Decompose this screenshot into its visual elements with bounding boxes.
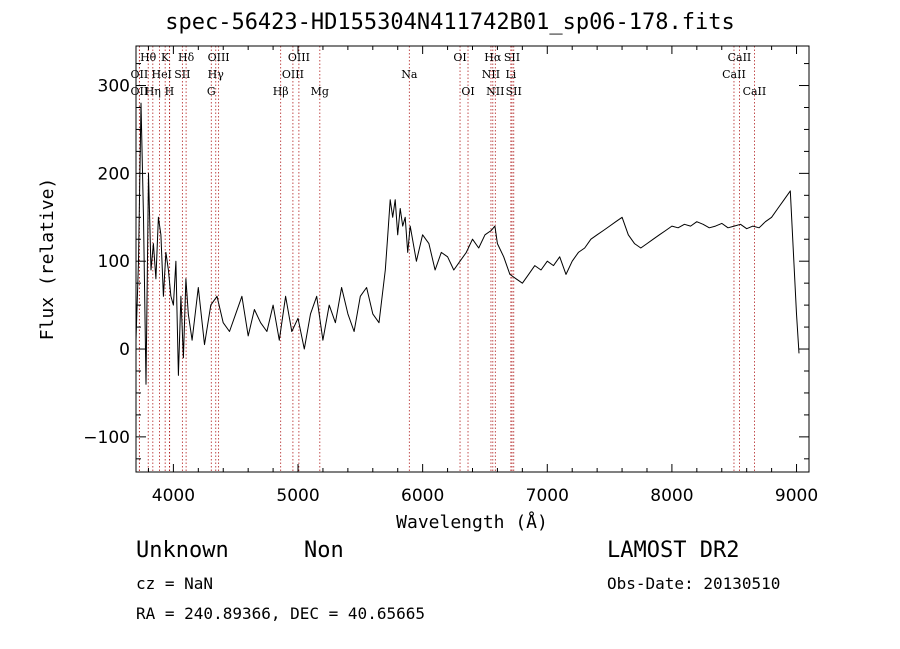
spectral-line-label: CaII xyxy=(743,85,767,98)
observation-date: Obs-Date: 20130510 xyxy=(607,574,781,593)
object-subclass: Non xyxy=(304,538,344,563)
redshift-cz: cz = NaN xyxy=(136,574,214,593)
spectral-line-label: NII xyxy=(486,85,504,98)
spectral-line-label: OII xyxy=(131,68,149,81)
spectral-line-label: OIII xyxy=(288,51,310,64)
coordinates: RA = 240.89366, DEC = 40.65665 xyxy=(136,604,425,623)
y-tick-label: −100 xyxy=(83,428,130,448)
spectrum-series xyxy=(135,102,800,385)
x-tick-label: 6000 xyxy=(401,486,444,506)
object-class: Unknown xyxy=(136,538,229,563)
y-axis-label: Flux (relative) xyxy=(37,178,58,341)
spectral-line-label: OII xyxy=(131,85,149,98)
spectral-line-label: CaII xyxy=(728,51,752,64)
x-tick-label: 7000 xyxy=(526,486,569,506)
chart-title: spec-56423-HD155304N411742B01_sp06-178.f… xyxy=(165,10,735,35)
spectral-line-label: NII xyxy=(482,68,500,81)
spectral-line-label: Hγ xyxy=(208,68,225,81)
spectral-line-label: OIII xyxy=(208,51,230,64)
spectral-line-label: OI xyxy=(461,85,474,98)
spectral-line-label: Li xyxy=(505,68,516,81)
x-axis-label: Wavelength (Å) xyxy=(396,511,548,533)
spectral-line-label: H xyxy=(165,85,175,98)
spectral-line-label: Na xyxy=(401,68,418,81)
spectral-line-label: CaII xyxy=(722,68,746,81)
x-axis-ticks: 4000 5000 6000 7000 8000 9000 xyxy=(147,46,818,506)
y-tick-label: 100 xyxy=(98,252,130,272)
spectral-line-label: Hα xyxy=(484,51,502,64)
spectral-line-label: Hβ xyxy=(273,85,289,98)
x-tick-label: 5000 xyxy=(276,486,319,506)
spectral-line-label: OI xyxy=(453,51,466,64)
y-axis-ticks: −100 0 100 200 300 xyxy=(83,63,809,460)
spectral-line-label: Mg xyxy=(311,85,329,98)
plot-frame xyxy=(135,45,810,473)
spectral-line-label: SII xyxy=(506,85,522,98)
spectral-line-label: SII xyxy=(174,68,190,81)
y-tick-label: 200 xyxy=(98,164,130,184)
x-tick-label: 8000 xyxy=(650,486,693,506)
spectral-line-label: OIII xyxy=(282,68,304,81)
y-tick-label: 0 xyxy=(119,340,130,360)
spectral-line-label: SII xyxy=(504,51,520,64)
x-tick-label: 9000 xyxy=(775,486,818,506)
spectral-line-label: I xyxy=(167,68,171,81)
spectrum-series-line xyxy=(135,102,800,385)
spectral-line-label: He xyxy=(152,68,168,81)
survey-name: LAMOST DR2 xyxy=(607,538,740,563)
y-tick-label: 300 xyxy=(98,77,130,97)
spectral-line-markers xyxy=(138,46,755,472)
spectral-line-label: G xyxy=(207,85,216,98)
spectral-line-label: Hη xyxy=(145,85,161,98)
x-tick-label: 4000 xyxy=(152,486,195,506)
spectral-line-label: K xyxy=(161,51,170,64)
spectral-line-label: Hδ xyxy=(178,51,195,64)
spectral-line-label: Hθ xyxy=(140,51,157,64)
